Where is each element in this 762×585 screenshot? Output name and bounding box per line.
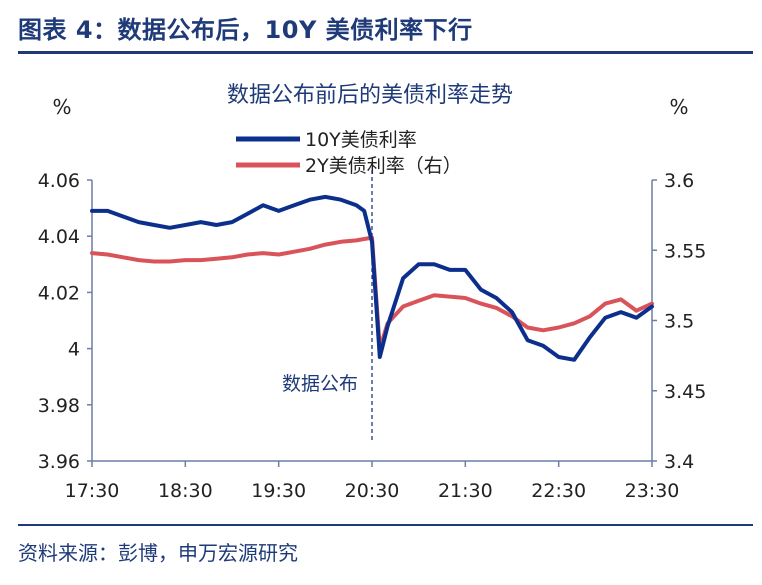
x-tick-label: 18:30 [158, 480, 213, 502]
y-left-tick-label: 4 [68, 339, 80, 361]
x-tick-label: 20:30 [345, 480, 400, 502]
y-left-tick-label: 4.06 [38, 170, 80, 192]
x-tick-label: 17:30 [65, 480, 120, 502]
y-right-unit: % [669, 95, 688, 119]
title-rule [18, 51, 753, 54]
release-marker-label: 数据公布 [282, 373, 358, 395]
y-left-tick-label: 3.98 [38, 395, 80, 417]
figure-title: 图表 4：数据公布后，10Y 美债利率下行 [18, 16, 473, 44]
y-right-tick-label: 3.45 [664, 381, 706, 403]
x-tick-label: 21:30 [438, 480, 493, 502]
series-line-10y [90, 194, 654, 362]
x-tick-label: 22:30 [531, 480, 586, 502]
y-left-tick-label: 3.96 [38, 451, 80, 473]
y-right-tick-label: 3.55 [664, 240, 706, 262]
axes: 3.96 3.98 4 4.02 4.04 4.06 3.4 3.45 3.5 3.55 3.6 17… [38, 170, 707, 502]
annotation: 数据公布 [282, 170, 373, 443]
y-right-tick-label: 3.5 [664, 311, 694, 333]
series-group [90, 194, 654, 362]
y-right-tick-label: 3.6 [664, 170, 694, 192]
y-right-tick-label: 3.4 [664, 451, 694, 473]
legend-label: 10Y美债利率 [305, 129, 417, 151]
legend-label: 2Y美债利率（右） [305, 155, 462, 177]
source-note: 资料来源：彭博，申万宏源研究 [18, 541, 298, 565]
source-rule [18, 524, 753, 526]
y-left-tick-label: 4.02 [38, 282, 80, 304]
x-tick-label: 19:30 [251, 480, 306, 502]
legend: 10Y美债利率 2Y美债利率（右） [236, 129, 462, 177]
y-left-tick-label: 4.04 [38, 226, 80, 248]
chart-title: 数据公布前后的美债利率走势 [227, 83, 513, 108]
y-left-unit: % [52, 95, 71, 119]
x-tick-label: 23:30 [625, 480, 680, 502]
